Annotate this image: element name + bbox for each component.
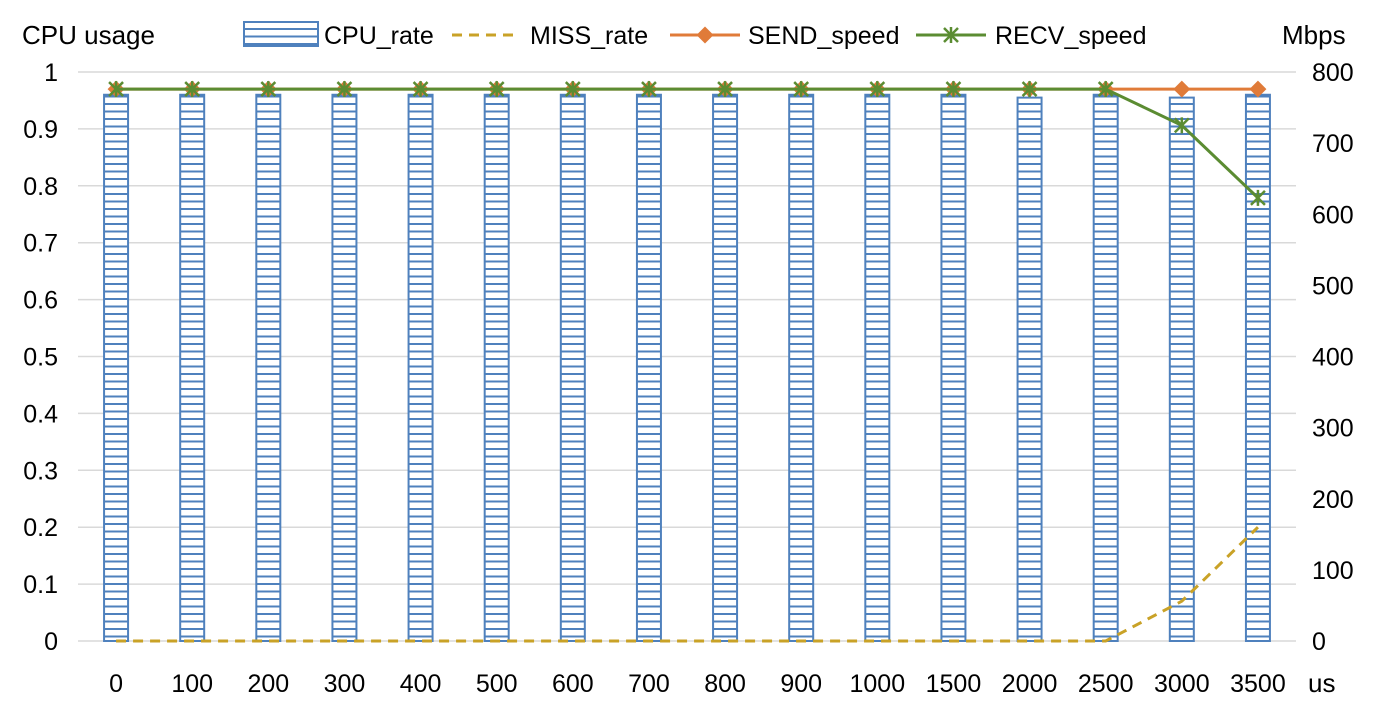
left-tick-label: 0.4 <box>23 400 58 428</box>
x-axis-ticks: 0 100 200 300 400 500 600 700 800 900 1000 1500 2000… <box>109 670 1286 698</box>
cpu-rate-bar <box>255 93 282 642</box>
legend-label-miss-rate: MISS_rate <box>530 22 648 50</box>
x-tick-label: 800 <box>704 670 746 698</box>
cpu-rate-bar <box>103 93 130 642</box>
x-tick-label: 1000 <box>850 670 906 698</box>
legend-label-cpu-rate: CPU_rate <box>324 22 434 50</box>
cpu-rate-bar <box>864 93 891 642</box>
recv-speed-point <box>641 81 657 98</box>
right-tick-label: 300 <box>1312 415 1354 443</box>
legend-marker-recv-speed <box>943 27 959 43</box>
x-tick-label: 300 <box>324 670 366 698</box>
cpu-rate-bar <box>1168 96 1195 643</box>
cpu-rate-bar <box>559 93 586 642</box>
left-tick-label: 0.6 <box>23 287 58 315</box>
recv-speed-point <box>793 81 810 98</box>
x-tick-label: 900 <box>780 670 822 698</box>
recv-speed-point <box>184 81 201 98</box>
legend: CPU_rate MISS_rate SEND_speed RECV_speed <box>243 21 1146 50</box>
right-tick-label: 500 <box>1312 272 1354 300</box>
cpu-rate-bar <box>635 93 662 642</box>
right-tick-label: 700 <box>1312 130 1354 158</box>
left-axis-ticks: 0 0.1 0.2 0.3 0.4 0.5 0.6 0.7 0.8 0.9 1 <box>23 59 58 656</box>
send-speed-point <box>1173 80 1191 98</box>
cpu-rate-bar <box>1092 93 1119 642</box>
x-tick-label: 2500 <box>1078 670 1134 698</box>
right-tick-label: 200 <box>1312 486 1354 514</box>
x-tick-label: 100 <box>171 670 213 698</box>
recv-speed-point <box>869 81 886 98</box>
right-axis-ticks: 0 100 200 300 400 500 600 700 800 <box>1312 59 1354 656</box>
left-tick-label: 0.9 <box>23 116 58 144</box>
recv-speed-point <box>260 81 277 98</box>
right-tick-label: 100 <box>1312 557 1354 585</box>
legend-item-recv-speed: RECV_speed <box>916 22 1146 50</box>
recv-speed-point <box>336 81 353 98</box>
cpu-rate-bar <box>788 93 815 642</box>
cpu-rate-bars <box>103 93 1271 643</box>
x-tick-label: 600 <box>552 670 594 698</box>
left-tick-label: 0.8 <box>23 173 58 201</box>
x-tick-label: 3500 <box>1230 670 1286 698</box>
recv-speed-point <box>564 81 581 98</box>
recv-speed-point <box>108 81 124 98</box>
right-tick-label: 400 <box>1312 344 1354 372</box>
left-axis-label: CPU usage <box>22 20 155 50</box>
x-tick-label: 2000 <box>1002 670 1058 698</box>
x-tick-label: 0 <box>109 670 123 698</box>
left-tick-label: 0.7 <box>23 230 58 258</box>
cpu-rate-bar <box>712 93 739 642</box>
recv-speed-point <box>1250 189 1266 206</box>
left-tick-label: 0.3 <box>23 457 58 485</box>
cpu-rate-bar <box>1016 96 1043 643</box>
legend-item-cpu-rate: CPU_rate <box>243 21 434 50</box>
cpu-rate-bar <box>331 93 358 642</box>
miss-rate-line <box>116 526 1259 643</box>
left-tick-label: 0 <box>44 628 58 656</box>
recv-speed-point <box>1021 81 1038 98</box>
left-tick-label: 0.2 <box>23 514 58 542</box>
cpu-rate-bar <box>179 93 206 642</box>
recv-speed-line <box>116 87 1259 199</box>
legend-marker-send-speed <box>696 26 714 44</box>
series-lines <box>107 80 1267 643</box>
recv-speed-point <box>488 81 505 98</box>
x-tick-label: 3000 <box>1154 670 1210 698</box>
legend-item-send-speed: SEND_speed <box>670 22 899 50</box>
recv-speed-point <box>1173 117 1190 134</box>
cpu-rate-bar <box>407 93 434 642</box>
x-tick-label: 1500 <box>926 670 982 698</box>
recv-speed-point <box>945 81 962 98</box>
left-tick-label: 1 <box>44 59 58 87</box>
left-tick-label: 0.1 <box>23 571 58 599</box>
x-tick-label: 200 <box>247 670 289 698</box>
x-tick-label: 500 <box>476 670 518 698</box>
legend-swatch-cpu-rate <box>243 21 319 47</box>
cpu-rate-bar <box>483 93 510 642</box>
x-tick-label: 400 <box>400 670 442 698</box>
x-axis-unit: us <box>1308 668 1335 698</box>
legend-label-recv-speed: RECV_speed <box>995 22 1146 50</box>
recv-speed-point <box>412 81 429 98</box>
recv-speed-point <box>717 81 733 98</box>
legend-item-miss-rate: MISS_rate <box>452 22 648 50</box>
recv-speed-point <box>1097 81 1114 98</box>
left-tick-label: 0.5 <box>23 344 58 372</box>
right-tick-label: 600 <box>1312 201 1354 229</box>
right-axis-label: Mbps <box>1282 20 1346 50</box>
cpu-rate-bar <box>1244 93 1271 642</box>
legend-label-send-speed: SEND_speed <box>748 22 899 50</box>
right-tick-label: 0 <box>1312 628 1326 656</box>
right-tick-label: 800 <box>1312 59 1354 87</box>
cpu-rate-bar <box>940 93 967 642</box>
x-tick-label: 700 <box>628 670 670 698</box>
